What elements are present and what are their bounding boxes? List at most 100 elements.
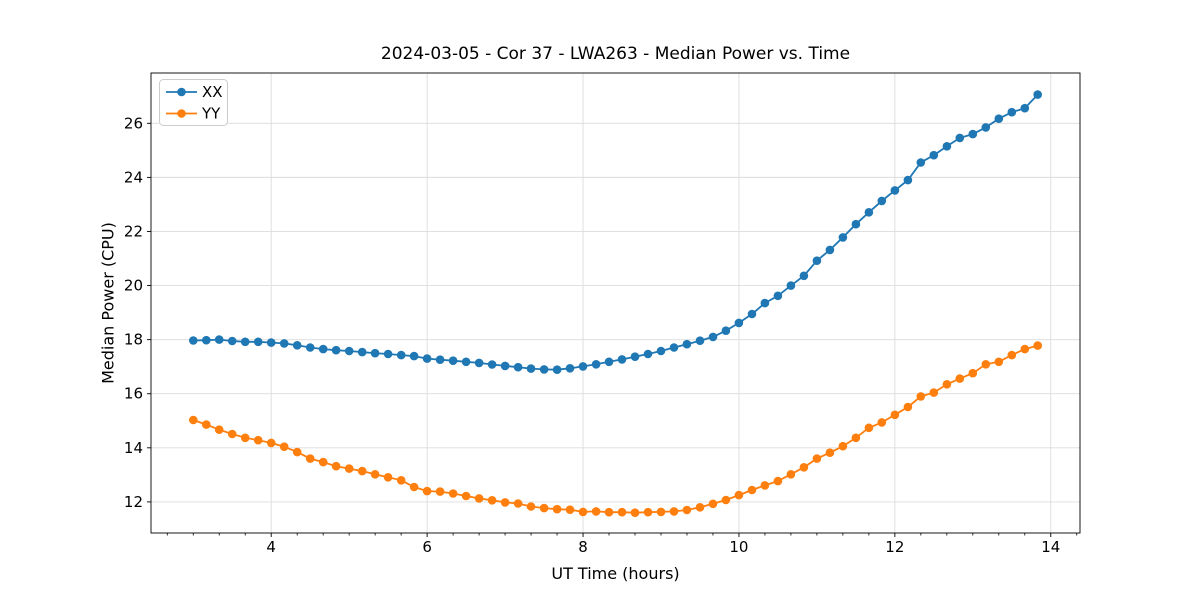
data-point [1007,350,1017,360]
grid [151,73,1080,533]
legend: XX YY [159,79,228,126]
data-point [318,344,328,354]
data-point [552,365,562,375]
series-XX-line [193,93,1039,371]
data-point [305,343,315,352]
data-point [422,486,432,496]
data-point [1020,103,1030,113]
y-axis-label: Median Power (CPU) [98,222,118,384]
data-point [669,343,679,352]
data-point [708,499,718,509]
data-point [227,429,237,439]
data-point [409,482,419,492]
data-point [669,507,679,516]
data-point [825,245,835,255]
data-point [1033,90,1042,99]
data-point [370,348,380,358]
data-point [994,357,1004,367]
data-point [435,355,445,365]
data-point [240,337,250,347]
data-point [202,420,211,429]
data-point [344,464,354,473]
y-axis-ticks: 12 14 16 18 20 22 24 26 [124,114,151,511]
data-point [409,351,419,361]
data-point [643,349,653,359]
data-point [383,349,393,359]
data-point [604,507,614,517]
x-tick-label: 6 [422,538,432,556]
data-point [461,357,471,367]
data-point [864,423,874,433]
data-point [1020,344,1030,354]
legend-label-XX: XX [202,83,223,101]
data-point [448,489,458,498]
data-point [396,350,406,360]
x-tick-label: 12 [885,538,904,556]
data-point [604,357,614,367]
legend-label-YY: YY [201,105,221,123]
data-point [916,158,926,167]
y-tick-label: 20 [124,277,143,295]
data-point [331,461,341,471]
data-point [773,476,783,486]
data-point [851,219,861,229]
data-point [838,233,848,242]
x-axis-label: UT Time (hours) [551,564,680,583]
data-point [500,498,510,507]
data-point [526,364,536,373]
data-point [565,364,575,373]
x-tick-label: 14 [1041,538,1060,556]
data-point [903,175,913,185]
data-point [994,114,1004,123]
data-point [279,442,289,452]
legend-marker [177,109,186,118]
data-point [357,466,367,476]
data-point [760,298,770,308]
data-point [734,318,744,328]
data-point [721,326,731,336]
data-point [786,470,796,479]
data-point [240,433,250,443]
chart-title: 2024-03-05 - Cor 37 - LWA263 - Median Po… [380,44,851,64]
data-point [838,441,848,451]
data-point [682,339,692,349]
data-point [877,418,887,427]
data-point [981,360,991,369]
y-tick-label: 24 [124,168,143,186]
data-point [955,133,965,143]
data-point [565,505,575,514]
data-point [890,186,900,195]
data-point [526,502,536,511]
data-point [266,338,276,347]
plot-border [150,72,1081,534]
data-point [942,142,952,151]
data-point [617,507,627,517]
x-axis-ticks: 4 6 8 10 12 14 [266,533,1060,556]
data-point [799,271,809,281]
data-point [435,487,445,496]
data-point [851,433,861,443]
data-point [396,476,406,485]
series-XX [189,90,1042,375]
data-point [474,494,484,503]
data-point [786,281,796,290]
data-point [344,346,354,356]
data-point [1007,107,1017,117]
data-point [500,361,510,371]
data-point [721,495,731,505]
data-point [1033,341,1042,350]
y-tick-label: 16 [124,385,143,403]
data-point [890,410,900,420]
data-point [552,504,562,514]
data-point [747,485,757,495]
data-point [474,358,484,368]
y-tick-label: 22 [124,222,143,240]
data-point [773,291,783,301]
data-point [461,491,471,501]
data-point [513,362,523,372]
data-point [929,388,939,397]
data-point [981,123,991,132]
data-point [578,362,588,371]
data-point [331,345,341,355]
